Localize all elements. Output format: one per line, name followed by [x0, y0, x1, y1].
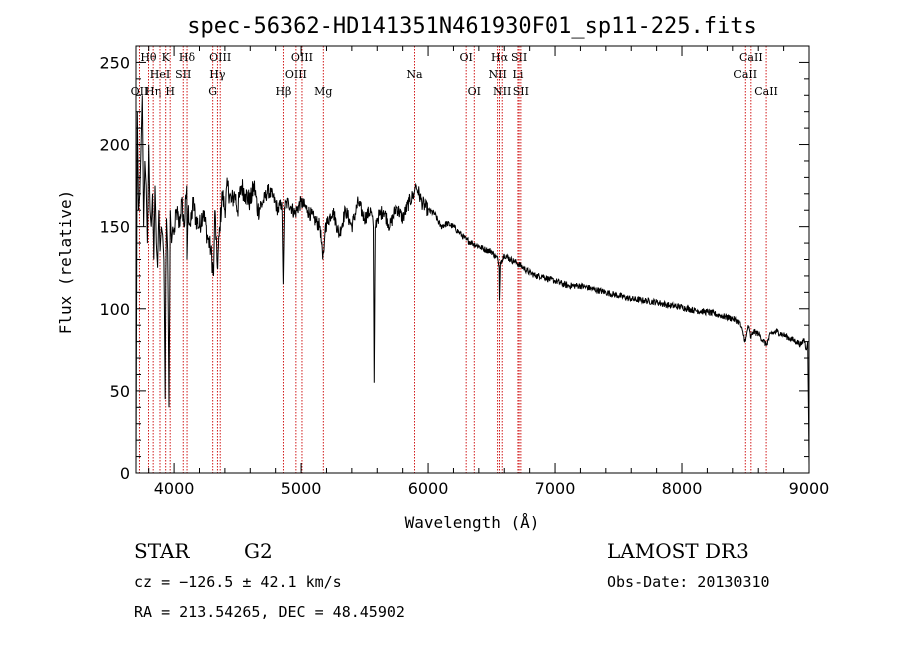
y-tick-label: 100	[99, 300, 130, 319]
spectral-line-label: Hδ	[179, 51, 196, 64]
spectral-line-label: Li	[513, 68, 524, 81]
spectral-line-label: Hγ	[209, 68, 226, 81]
spectral-line-label: OII	[131, 85, 149, 98]
x-axis-label: Wavelength (Å)	[405, 513, 540, 532]
spectral-line-label: OI	[459, 51, 472, 64]
spectral-line-label: Hα	[491, 51, 509, 64]
spectral-line-label: OIII	[291, 51, 313, 64]
spectral-line-label: HeI	[150, 68, 170, 81]
object-class: STAR	[134, 539, 190, 563]
spectral-line-label: SII	[511, 51, 527, 64]
spectral-line-label: OIII	[209, 51, 231, 64]
spectral-line-label: Na	[406, 68, 423, 81]
spectral-line-label: OI	[468, 85, 481, 98]
spectral-line-label: K	[162, 51, 171, 64]
survey-name: LAMOST DR3	[607, 539, 749, 563]
y-tick-label: 0	[120, 464, 130, 483]
spectral-line-label: H	[165, 85, 175, 98]
spectrum-series	[135, 95, 810, 470]
spectral-line-label: OIII	[285, 68, 307, 81]
y-tick-label: 50	[110, 382, 130, 401]
plot-frame	[135, 45, 810, 474]
x-tick-label: 6000	[408, 479, 449, 498]
spectral-line-label: CaII	[754, 85, 778, 98]
spectral-line-label: Hη	[145, 85, 161, 98]
spectral-line-label: NII	[493, 85, 511, 98]
x-tick-label: 7000	[535, 479, 576, 498]
observation-date: Obs-Date: 20130310	[607, 573, 770, 591]
spectral-line-label: Hβ	[275, 85, 291, 98]
object-subclass: G2	[244, 539, 273, 563]
x-tick-label: 5000	[281, 479, 322, 498]
spectral-line-label: G	[208, 85, 217, 98]
spectral-line-label: Mg	[314, 85, 332, 98]
chart-title: spec-56362-HD141351N461930F01_sp11-225.f…	[187, 14, 757, 39]
plot-axes: 4000 5000 6000 7000 8000 9000 0 50 100 150 200 250	[99, 45, 830, 498]
y-tick-label: 250	[99, 53, 130, 72]
redshift-velocity: cz = −126.5 ± 42.1 km/s	[134, 573, 342, 591]
coordinates: RA = 213.54265, DEC = 48.45902	[134, 603, 405, 621]
spectral-line-label: CaII	[739, 51, 763, 64]
x-tick-label: 8000	[662, 479, 703, 498]
spectrum-line	[135, 95, 810, 470]
spectral-line-label: CaII	[733, 68, 757, 81]
spectral-line-label: Hθ	[140, 51, 157, 64]
x-tick-label: 4000	[154, 479, 195, 498]
y-tick-label: 150	[99, 218, 130, 237]
x-tick-label: 9000	[789, 479, 830, 498]
y-axis-label: Flux (relative)	[56, 190, 75, 335]
spectral-line-label: NII	[488, 68, 506, 81]
y-tick-label: 200	[99, 136, 130, 155]
spectral-line-label: SII	[513, 85, 529, 98]
spectral-line-label: SII	[175, 68, 191, 81]
